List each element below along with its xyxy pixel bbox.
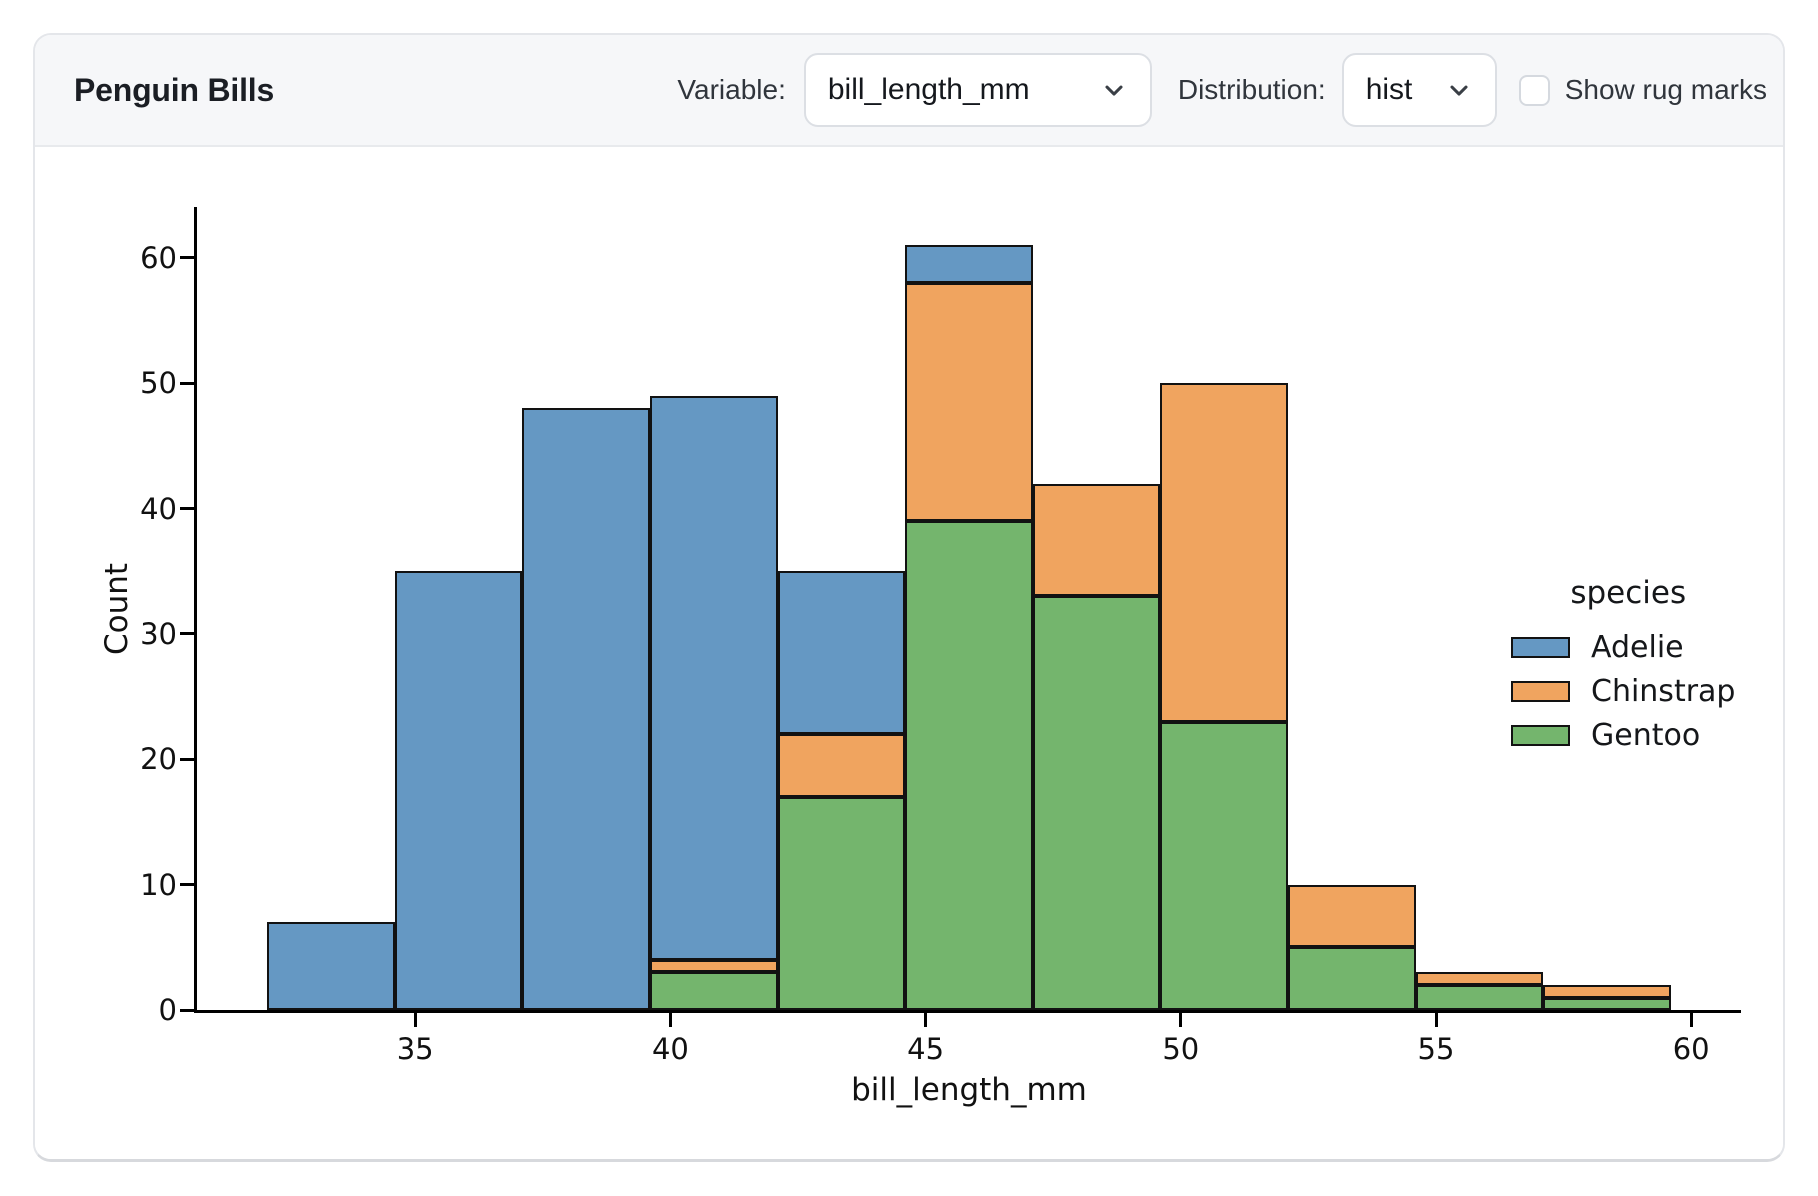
x-tick-mark-60 bbox=[1689, 1013, 1693, 1027]
bar-segment-gentoo-bin6 bbox=[1032, 596, 1161, 1010]
bar-segment-chinstrap-bin7 bbox=[1160, 383, 1288, 722]
bar-segment-adelie-bin5 bbox=[905, 245, 1033, 283]
legend-label-adelie: Adelie bbox=[1591, 629, 1684, 665]
bar-segment-gentoo-bin7 bbox=[1160, 721, 1288, 1010]
x-tick-label-35: 35 bbox=[396, 1032, 434, 1066]
y-tick-mark-50 bbox=[180, 381, 194, 385]
bar-segment-adelie-bin2 bbox=[522, 408, 650, 1010]
bar-segment-adelie-bin1 bbox=[394, 571, 523, 1010]
y-tick-mark-20 bbox=[180, 757, 194, 761]
chart-canvas: bill_length_mm Count species Adelie Chins… bbox=[35, 147, 1783, 1159]
y-tick-mark-60 bbox=[180, 256, 194, 260]
chevron-down-icon bbox=[1450, 85, 1468, 96]
bar-segment-chinstrap-bin5 bbox=[905, 282, 1033, 522]
x-tick-mark-45 bbox=[924, 1013, 928, 1027]
x-tick-label-40: 40 bbox=[651, 1032, 689, 1066]
x-tick-mark-35 bbox=[413, 1013, 417, 1027]
variable-label: Variable: bbox=[677, 74, 786, 105]
legend-row-gentoo: Gentoo bbox=[1511, 713, 1735, 757]
y-tick-label-60: 60 bbox=[140, 240, 177, 275]
show-rug-checkbox[interactable] bbox=[1518, 74, 1550, 106]
bar-segment-chinstrap-bin3 bbox=[650, 959, 778, 973]
plot-area: bill_length_mm Count species Adelie Chins… bbox=[99, 207, 1741, 1108]
legend-swatch-adelie bbox=[1511, 636, 1570, 658]
y-tick-mark-0 bbox=[180, 1008, 194, 1012]
bar-segment-adelie-bin3 bbox=[650, 395, 778, 960]
y-tick-mark-10 bbox=[180, 883, 194, 887]
bar-segment-gentoo-bin8 bbox=[1288, 947, 1416, 1010]
distribution-label: Distribution: bbox=[1177, 74, 1326, 105]
y-tick-mark-30 bbox=[180, 632, 194, 636]
y-tick-label-20: 20 bbox=[140, 742, 177, 777]
y-tick-mark-40 bbox=[180, 507, 194, 510]
legend-label-gentoo: Gentoo bbox=[1591, 717, 1701, 753]
x-tick-label-55: 55 bbox=[1417, 1032, 1455, 1066]
page-title: Penguin Bills bbox=[74, 71, 275, 108]
x-tick-label-50: 50 bbox=[1162, 1032, 1200, 1066]
legend-row-chinstrap: Chinstrap bbox=[1511, 669, 1735, 713]
bar-segment-adelie-bin0 bbox=[267, 922, 395, 1010]
header-controls: Variable: bill_length_mm Distribution: h… bbox=[677, 53, 1767, 127]
bar-segment-chinstrap-bin10 bbox=[1543, 985, 1671, 998]
bar-segment-chinstrap-bin6 bbox=[1032, 483, 1161, 597]
bar-segment-gentoo-bin9 bbox=[1415, 984, 1544, 1010]
chevron-down-icon bbox=[1105, 85, 1123, 96]
legend-swatch-chinstrap bbox=[1511, 680, 1570, 702]
bar-segment-gentoo-bin4 bbox=[777, 796, 906, 1010]
legend-label-chinstrap: Chinstrap bbox=[1591, 673, 1736, 709]
y-tick-label-0: 0 bbox=[158, 993, 177, 1027]
bar-segment-gentoo-bin10 bbox=[1543, 997, 1671, 1010]
x-tick-label-60: 60 bbox=[1672, 1032, 1710, 1066]
x-axis-label: bill_length_mm bbox=[851, 1072, 1087, 1108]
app-header: Penguin Bills Variable: bill_length_mm D… bbox=[35, 35, 1783, 147]
y-tick-label-30: 30 bbox=[140, 616, 177, 651]
variable-select-value: bill_length_mm bbox=[827, 73, 1030, 106]
legend-row-adelie: Adelie bbox=[1511, 625, 1735, 669]
legend-swatch-gentoo bbox=[1511, 724, 1570, 746]
legend-title: species bbox=[1570, 575, 1687, 611]
y-tick-label-50: 50 bbox=[140, 366, 177, 401]
x-tick-label-45: 45 bbox=[907, 1032, 945, 1066]
distribution-select[interactable]: hist bbox=[1341, 53, 1497, 127]
show-rug-label[interactable]: Show rug marks bbox=[1564, 74, 1767, 105]
chart-legend: species Adelie Chinstrap Gentoo bbox=[1511, 575, 1735, 757]
variable-select[interactable]: bill_length_mm bbox=[803, 53, 1152, 127]
bar-segment-gentoo-bin3 bbox=[650, 972, 778, 1010]
legend-rows: Adelie Chinstrap Gentoo bbox=[1511, 625, 1735, 757]
bar-segment-gentoo-bin5 bbox=[905, 521, 1033, 1010]
bar-segment-chinstrap-bin4 bbox=[777, 734, 906, 797]
app-card: Penguin Bills Variable: bill_length_mm D… bbox=[33, 33, 1785, 1162]
y-tick-label-10: 10 bbox=[140, 867, 177, 902]
y-tick-label-40: 40 bbox=[140, 491, 177, 526]
x-tick-mark-50 bbox=[1179, 1013, 1183, 1027]
bar-segment-adelie-bin4 bbox=[777, 571, 906, 735]
bar-segment-chinstrap-bin8 bbox=[1288, 884, 1416, 948]
distribution-select-value: hist bbox=[1365, 73, 1413, 106]
x-tick-mark-40 bbox=[668, 1013, 672, 1027]
x-tick-mark-55 bbox=[1434, 1013, 1438, 1027]
bar-segment-chinstrap-bin9 bbox=[1415, 972, 1544, 985]
